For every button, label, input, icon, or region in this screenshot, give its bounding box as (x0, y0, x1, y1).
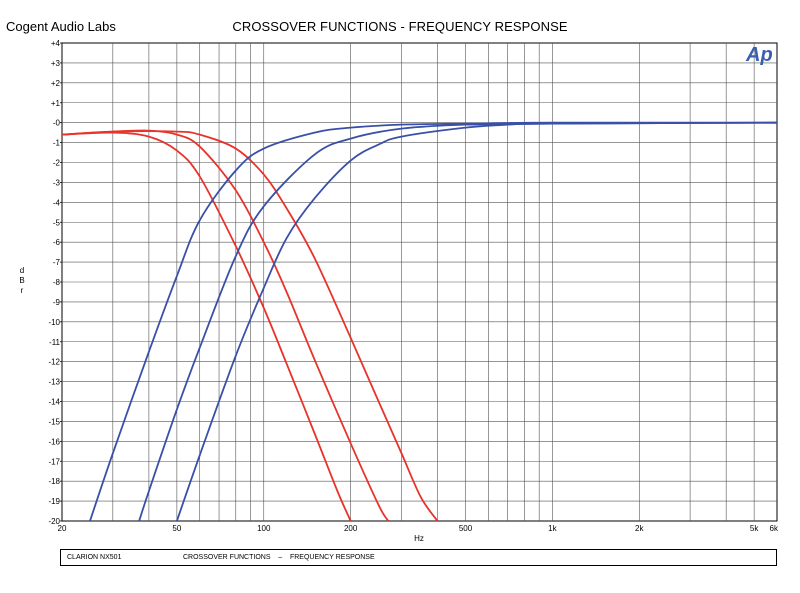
y-tick-label: -19 (48, 497, 60, 506)
y-axis-label-char: d (20, 266, 24, 275)
lowpass-curve-2 (61, 129, 390, 522)
x-tick-label: 200 (344, 524, 358, 533)
y-tick-label: -17 (48, 457, 60, 466)
x-tick-label: 100 (257, 524, 271, 533)
y-tick-label: -0 (53, 119, 61, 128)
y-tick-label: -16 (48, 437, 60, 446)
highpass-curve-6 (176, 121, 778, 522)
lowpass-curve-3 (61, 130, 439, 522)
y-tick-label: -11 (49, 338, 61, 347)
y-tick-label: -10 (48, 318, 60, 327)
series-lines (61, 121, 778, 522)
y-tick-label: -7 (53, 258, 61, 267)
company-name: Cogent Audio Labs (6, 19, 116, 34)
y-tick-label: -3 (53, 178, 61, 187)
y-axis-label-char: B (19, 276, 24, 285)
y-tick-label: -2 (53, 159, 61, 168)
y-tick-label: -15 (48, 417, 60, 426)
y-tick-label: +1 (51, 99, 61, 108)
y-tick-label: -1 (53, 139, 61, 148)
y-tick-label: -13 (48, 378, 60, 387)
lowpass-curve-1 (61, 131, 352, 522)
x-tick-label: 500 (459, 524, 473, 533)
y-tick-label: -14 (48, 398, 60, 407)
x-tick-label: 5k (750, 524, 759, 533)
y-tick-label: -5 (53, 218, 61, 227)
y-tick-label: -12 (48, 358, 60, 367)
y-tick-label: -8 (53, 278, 61, 287)
caption-title: CROSSOVER FUNCTIONS – FREQUENCY RESPONSE (183, 554, 375, 561)
x-tick-label: 20 (58, 524, 67, 533)
y-tick-label: -4 (53, 198, 61, 207)
y-tick-label: +3 (51, 59, 61, 68)
highpass-curve-4 (89, 121, 778, 522)
y-tick-label: +4 (51, 39, 61, 48)
caption-box: CLARION NX501 CROSSOVER FUNCTIONS – FREQ… (60, 549, 777, 566)
y-tick-labels: +4 +3 +2 +1 -0 -1 -2 -3 -4 -5 -6 -7 -8 -9 -10 -11 -12 -13… (48, 39, 62, 526)
x-tick-label: 1k (548, 524, 557, 533)
grid (62, 43, 777, 521)
y-tick-label: -9 (53, 298, 61, 307)
y-axis-label-char: r (21, 286, 24, 295)
ap-logo: Ap (745, 44, 773, 66)
x-axis-label: Hz (414, 534, 424, 543)
caption-model: CLARION NX501 (67, 554, 122, 561)
x-tick-labels: 20 50 100 200 500 1k 2k 5k 6k (58, 524, 779, 533)
y-tick-label: -6 (53, 238, 61, 247)
y-tick-label: -20 (48, 517, 60, 526)
chart-title: CROSSOVER FUNCTIONS - FREQUENCY RESPONSE (232, 19, 568, 34)
y-tick-label: -18 (48, 477, 60, 486)
x-tick-label: 50 (172, 524, 181, 533)
x-tick-label: 2k (635, 524, 644, 533)
x-tick-label: 6k (770, 524, 779, 533)
y-tick-label: +2 (51, 79, 61, 88)
